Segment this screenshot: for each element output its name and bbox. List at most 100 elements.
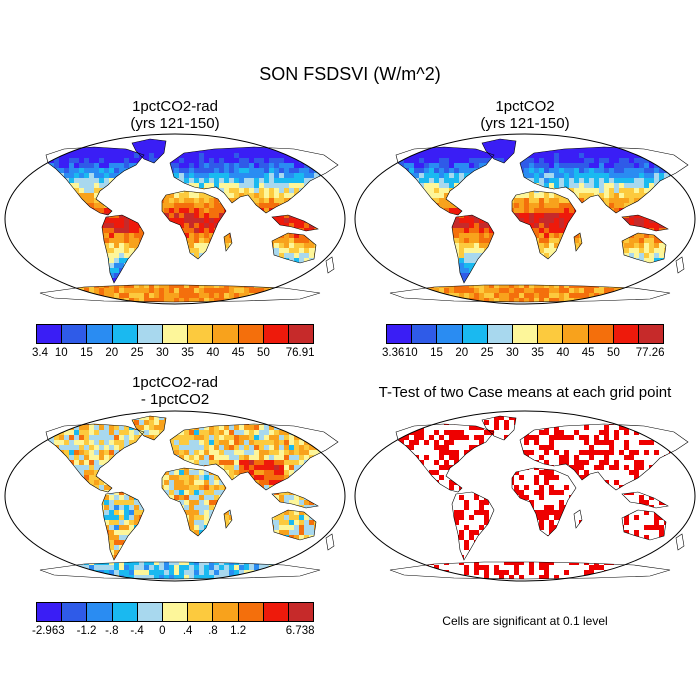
coastline-madagascar [573, 232, 583, 252]
panel-2-title-line1: 1pctCO2 [495, 98, 555, 115]
colorbar-label: 6.738 [285, 625, 315, 637]
colorbar-label: -.4 [130, 625, 144, 637]
colorbar-swatch [112, 325, 138, 343]
coastline-samerica [451, 214, 495, 284]
panel-4-title-line1: T-Test of two Case means at each grid po… [378, 384, 672, 401]
colorbar-label: 10 [404, 347, 418, 359]
colorbar-swatch [487, 325, 513, 343]
coastline-madagascar [223, 509, 233, 529]
colorbar-swatch [238, 603, 264, 621]
coastline-namerica [45, 146, 145, 216]
colorbar-label: 0 [159, 625, 166, 637]
colorbar-swatch [238, 325, 264, 343]
map-panel-1 [4, 133, 346, 305]
coastline-seasia [621, 214, 669, 232]
coastline-madagascar [573, 509, 583, 529]
colorbar-label: 25 [480, 347, 494, 359]
panel-1-title-line2: (yrs 121-150) [130, 115, 220, 132]
coastline-australia [271, 232, 317, 264]
panel-1-title-line1: 1pctCO2-rad [132, 98, 218, 115]
colorbar-swatch [512, 325, 539, 343]
coastline-antarctica [39, 561, 321, 580]
coastline-madagascar [223, 232, 233, 252]
coastline-antarctica [389, 284, 671, 303]
colorbar-boxes [386, 324, 664, 344]
coastline-greenland [481, 138, 517, 164]
colorbar-swatch [263, 325, 289, 343]
colorbar-label: -.8 [105, 625, 119, 637]
colorbar-panel-3: -2.963 -1.2 -.8 -.4 0 .4 .8 1.2 6.738 [32, 602, 315, 642]
coastline-nz [325, 256, 335, 274]
panel-3-title-line2: - 1pctCO2 [140, 391, 210, 408]
colorbar-boxes [36, 324, 314, 344]
coastline-nz [675, 533, 685, 551]
colorbar-label: -1.2 [76, 625, 97, 637]
coastline-greenland [131, 415, 167, 441]
colorbar-label: 76.91 [285, 347, 315, 359]
map-field-cells [40, 139, 338, 302]
coastline-nz [325, 533, 335, 551]
colorbar-boxes [36, 602, 314, 622]
coastline-australia [621, 509, 667, 541]
coastline-samerica [451, 491, 495, 561]
coastline-namerica [395, 423, 495, 493]
colorbar-swatch [263, 603, 289, 621]
colorbar-swatch [613, 325, 639, 343]
coastline-eurasia [169, 423, 339, 491]
colorbar-swatch [188, 325, 214, 343]
colorbar-swatch [37, 325, 63, 343]
colorbar-label: 50 [257, 347, 270, 359]
colorbar-label: 77.26 [635, 347, 665, 359]
coastline-seasia [621, 491, 669, 509]
colorbar-label: -2.963 [32, 625, 65, 637]
colorbar-label: 3.4 [32, 347, 48, 359]
colorbar-label: 40 [556, 347, 570, 359]
colorbar-swatch [538, 325, 564, 343]
colorbar-swatch [62, 325, 88, 343]
coastline-antarctica [39, 284, 321, 303]
colorbar-label: 20 [105, 347, 119, 359]
colorbar-swatch [87, 325, 113, 343]
coastline-africa [511, 190, 577, 260]
coastline-samerica [101, 214, 145, 284]
map-border [354, 133, 696, 305]
colorbar-swatch [137, 325, 163, 343]
colorbar-label: 3.36 [382, 347, 405, 359]
colorbar-label: 30 [505, 347, 519, 359]
colorbar-swatch [213, 603, 239, 621]
colorbar-swatch [563, 325, 589, 343]
colorbar-label: 1.2 [230, 625, 247, 637]
panel-1-title: 1pctCO2-rad (yrs 121-150) [40, 98, 310, 132]
colorbar-swatch [462, 325, 488, 343]
coastline-nz [675, 256, 685, 274]
coastline-eurasia [169, 146, 339, 214]
coastline-africa [511, 467, 577, 537]
colorbar-label: .8 [208, 625, 218, 637]
coastline-seasia [271, 491, 319, 509]
colorbar-swatch [137, 603, 163, 621]
colorbar-label: 35 [181, 347, 195, 359]
map-field-cells [390, 139, 688, 302]
colorbar-swatch [437, 325, 463, 343]
coastline-greenland [131, 138, 167, 164]
colorbar-swatch [588, 325, 614, 343]
map-panel-4 [354, 410, 696, 582]
panel-4-title: T-Test of two Case means at each grid po… [355, 384, 695, 401]
map-panel-2 [354, 133, 696, 305]
colorbar-label: 40 [206, 347, 220, 359]
colorbar-label: 45 [581, 347, 595, 359]
coastline-antarctica [389, 561, 671, 580]
panel-2-title-line2: (yrs 121-150) [480, 115, 570, 132]
map-field-cells [40, 416, 338, 579]
colorbar-swatch [213, 325, 239, 343]
colorbar-swatch [162, 325, 189, 343]
coastline-greenland [481, 415, 517, 441]
colorbar-swatch [412, 325, 438, 343]
colorbar-swatch [387, 325, 413, 343]
colorbar-label: 35 [531, 347, 545, 359]
map-border [354, 410, 696, 582]
coastline-namerica [395, 146, 495, 216]
coastline-australia [621, 232, 667, 264]
colorbar-swatch [87, 603, 113, 621]
colorbar-swatch [37, 603, 63, 621]
